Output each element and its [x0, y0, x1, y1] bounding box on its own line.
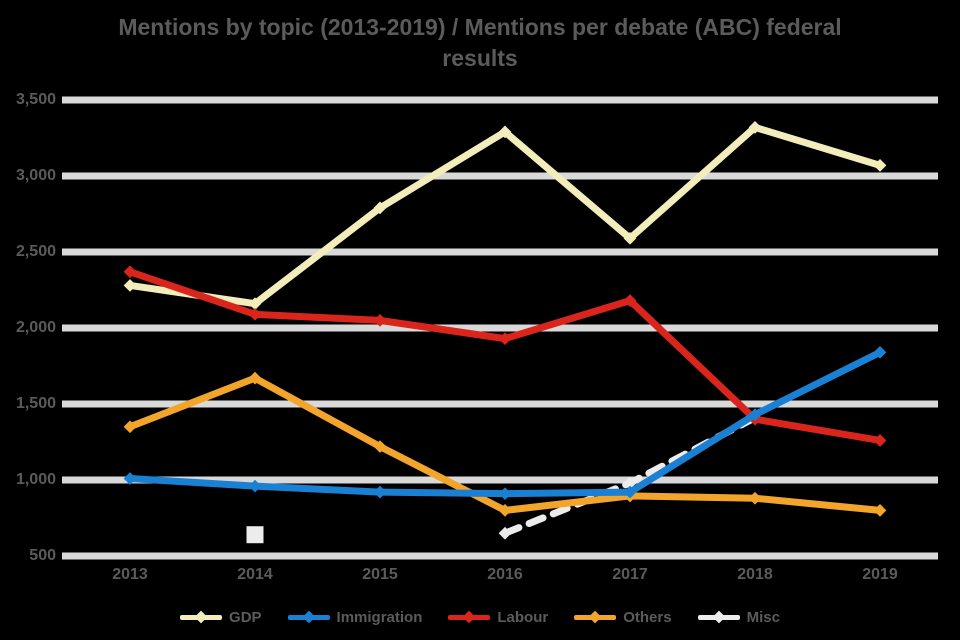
y-tick-label: 3,000: [15, 167, 56, 184]
legend-swatch-icon: [448, 610, 491, 624]
data-point-marker: [873, 434, 887, 447]
legend-marker-icon: [194, 610, 208, 624]
x-tick-label: 2018: [737, 566, 773, 583]
legend-swatch-icon: [287, 610, 330, 624]
x-tick-label: 2017: [612, 566, 648, 583]
data-point-marker: [498, 504, 512, 517]
data-point-marker: [248, 479, 262, 493]
data-point-marker: [873, 504, 887, 517]
legend-label: Labour: [497, 608, 549, 626]
data-point-marker: [248, 307, 262, 321]
legend-label: Immigration: [336, 608, 423, 626]
x-axis-labels: 2013 2014 2015 2016 2017 2018 2019: [0, 566, 960, 588]
series-others: [123, 371, 887, 517]
x-tick-label: 2019: [862, 566, 898, 583]
x-tick-label: 2014: [237, 566, 273, 583]
data-point-marker: [498, 125, 512, 139]
legend-item-gdp: GDP: [180, 609, 262, 626]
y-tick-label: 1,500: [15, 395, 56, 412]
y-axis-labels: 3,500 3,000 2,500 2,000 1,500 1,000 500: [0, 0, 58, 640]
chart-title-line1: Mentions by topic (2013-2019) / Mentions…: [118, 14, 842, 40]
data-point-marker: [246, 526, 264, 544]
x-tick-label: 2016: [487, 566, 523, 583]
chart-title: Mentions by topic (2013-2019) / Mentions…: [80, 12, 880, 74]
data-point-marker: [498, 487, 512, 501]
series-labour: [123, 265, 887, 447]
data-point-marker: [123, 265, 137, 279]
y-tick-label: 3,500: [15, 91, 56, 108]
legend-item-labour: Labour: [448, 609, 548, 626]
series-line: [126, 268, 884, 444]
y-tick-label: 500: [29, 547, 56, 564]
chart-legend: GDP Immigration Labour Others Misc: [0, 602, 960, 632]
legend-swatch-icon: [180, 610, 223, 624]
data-point-marker: [123, 279, 137, 292]
data-point-marker: [123, 420, 137, 434]
chart-title-line2: results: [442, 45, 518, 71]
data-point-marker: [373, 485, 387, 499]
data-point-marker: [748, 491, 762, 505]
legend-marker-icon: [588, 610, 602, 624]
data-point-marker: [373, 201, 387, 215]
series-gdp: [123, 120, 887, 311]
legend-item-misc: Misc: [697, 608, 780, 626]
data-point-marker: [123, 472, 137, 485]
legend-swatch-icon: [574, 610, 617, 624]
data-point-marker: [248, 371, 262, 385]
legend-item-immigration: Immigration: [287, 608, 423, 626]
y-tick-label: 2,000: [15, 319, 56, 336]
legend-marker-icon: [302, 610, 315, 624]
data-point-marker: [373, 314, 387, 327]
data-point-marker: [248, 297, 262, 311]
x-tick-label: 2015: [362, 566, 398, 583]
y-tick-label: 2,500: [15, 243, 56, 260]
data-point-marker: [498, 332, 512, 346]
legend-label: GDP: [229, 608, 262, 626]
legend-marker-icon: [463, 610, 476, 624]
gridlines: [62, 96, 938, 560]
legend-label: Misc: [746, 608, 780, 626]
legend-marker-icon: [712, 610, 725, 624]
data-point-marker: [373, 440, 387, 453]
x-tick-label: 2013: [112, 566, 148, 583]
y-tick-label: 1,000: [15, 471, 56, 488]
series-line: [126, 123, 884, 308]
legend-item-others: Others: [574, 608, 672, 626]
legend-swatch-icon: [697, 610, 740, 624]
series-immigration: [123, 345, 887, 501]
legend-label: Others: [623, 608, 672, 626]
